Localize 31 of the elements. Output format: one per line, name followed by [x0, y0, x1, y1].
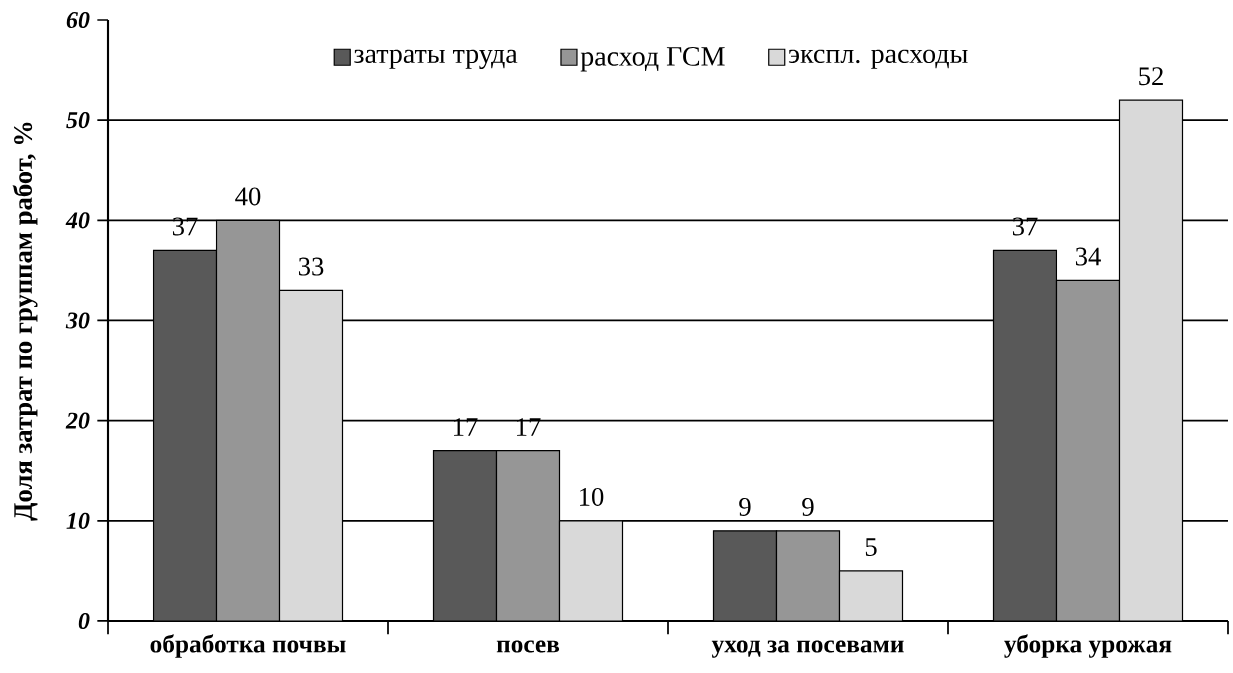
data-label: 10: [580, 487, 604, 506]
legend-label: экспл. расходы: [788, 49, 968, 69]
bar: [1118, 99, 1184, 621]
bar: [838, 570, 904, 621]
y-tick-label: 40: [65, 212, 90, 229]
bar: [432, 450, 498, 621]
x-tick-label: посев: [496, 640, 560, 653]
x-tick-label: уход за посевами: [711, 640, 904, 658]
y-tick-label: 10: [66, 512, 90, 529]
data-label: 40: [235, 187, 261, 206]
y-tick-label: 0: [78, 612, 90, 630]
y-tick-label: 60: [66, 11, 90, 29]
bar: [278, 289, 344, 621]
bar: [558, 520, 624, 621]
y-tick-label: 20: [65, 412, 90, 429]
legend-label: расход ГСМ: [580, 46, 725, 72]
data-label: 33: [298, 257, 324, 276]
bar: [712, 530, 778, 621]
bar: [152, 249, 218, 621]
x-tick-label: уборка урожая: [1004, 634, 1172, 658]
bar: [992, 249, 1058, 621]
legend-label: затраты труда: [354, 49, 518, 69]
data-label: 52: [1139, 67, 1163, 86]
data-label: 5: [865, 538, 877, 556]
y-axis-title: Доля затрат по группам работ, %: [12, 122, 38, 521]
data-label: 34: [1075, 247, 1101, 266]
y-tick-label: 50: [66, 112, 90, 129]
x-tick-label: обработка почвы: [150, 634, 346, 658]
y-tick-label: 30: [65, 312, 90, 329]
data-label: 9: [802, 497, 814, 516]
data-label: 9: [739, 497, 751, 516]
